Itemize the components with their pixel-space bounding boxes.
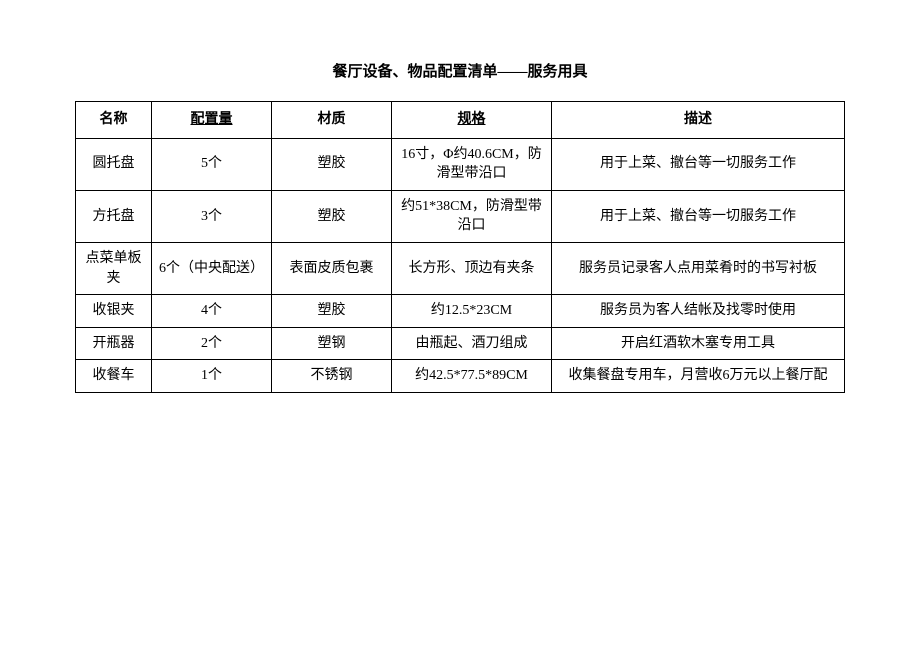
cell-name: 收银夹 [76, 295, 152, 328]
cell-desc: 开启红酒软木塞专用工具 [552, 327, 845, 360]
equipment-table: 名称 配置量 材质 规格 描述 圆托盘 5个 塑胶 16寸，Φ约40.6CM，防… [75, 101, 845, 393]
table-body: 圆托盘 5个 塑胶 16寸，Φ约40.6CM，防滑型带沿口 用于上菜、撤台等一切… [76, 138, 845, 392]
cell-qty: 2个 [152, 327, 272, 360]
cell-desc: 服务员记录客人点用菜肴时的书写衬板 [552, 242, 845, 294]
cell-material: 塑胶 [272, 138, 392, 190]
cell-desc: 收集餐盘专用车，月营收6万元以上餐厅配 [552, 360, 845, 393]
header-material: 材质 [272, 102, 392, 139]
cell-name: 点菜单板夹 [76, 242, 152, 294]
cell-spec: 长方形、顶边有夹条 [392, 242, 552, 294]
cell-spec: 约42.5*77.5*89CM [392, 360, 552, 393]
cell-desc: 用于上菜、撤台等一切服务工作 [552, 190, 845, 242]
cell-material: 表面皮质包裹 [272, 242, 392, 294]
cell-qty: 6个（中央配送） [152, 242, 272, 294]
cell-qty: 1个 [152, 360, 272, 393]
cell-name: 收餐车 [76, 360, 152, 393]
table-row: 点菜单板夹 6个（中央配送） 表面皮质包裹 长方形、顶边有夹条 服务员记录客人点… [76, 242, 845, 294]
cell-material: 塑胶 [272, 190, 392, 242]
table-row: 收餐车 1个 不锈钢 约42.5*77.5*89CM 收集餐盘专用车，月营收6万… [76, 360, 845, 393]
cell-spec: 16寸，Φ约40.6CM，防滑型带沿口 [392, 138, 552, 190]
cell-qty: 4个 [152, 295, 272, 328]
header-name: 名称 [76, 102, 152, 139]
header-spec: 规格 [392, 102, 552, 139]
header-qty: 配置量 [152, 102, 272, 139]
cell-spec: 约12.5*23CM [392, 295, 552, 328]
cell-qty: 5个 [152, 138, 272, 190]
table-row: 开瓶器 2个 塑钢 由瓶起、酒刀组成 开启红酒软木塞专用工具 [76, 327, 845, 360]
cell-material: 塑胶 [272, 295, 392, 328]
table-row: 方托盘 3个 塑胶 约51*38CM，防滑型带沿口 用于上菜、撤台等一切服务工作 [76, 190, 845, 242]
cell-name: 圆托盘 [76, 138, 152, 190]
cell-qty: 3个 [152, 190, 272, 242]
cell-spec: 由瓶起、酒刀组成 [392, 327, 552, 360]
cell-name: 开瓶器 [76, 327, 152, 360]
cell-desc: 用于上菜、撤台等一切服务工作 [552, 138, 845, 190]
header-desc: 描述 [552, 102, 845, 139]
document-title: 餐厅设备、物品配置清单——服务用具 [75, 60, 845, 81]
table-row: 圆托盘 5个 塑胶 16寸，Φ约40.6CM，防滑型带沿口 用于上菜、撤台等一切… [76, 138, 845, 190]
table-header-row: 名称 配置量 材质 规格 描述 [76, 102, 845, 139]
cell-name: 方托盘 [76, 190, 152, 242]
cell-desc: 服务员为客人结帐及找零时使用 [552, 295, 845, 328]
table-row: 收银夹 4个 塑胶 约12.5*23CM 服务员为客人结帐及找零时使用 [76, 295, 845, 328]
cell-material: 塑钢 [272, 327, 392, 360]
cell-material: 不锈钢 [272, 360, 392, 393]
cell-spec: 约51*38CM，防滑型带沿口 [392, 190, 552, 242]
